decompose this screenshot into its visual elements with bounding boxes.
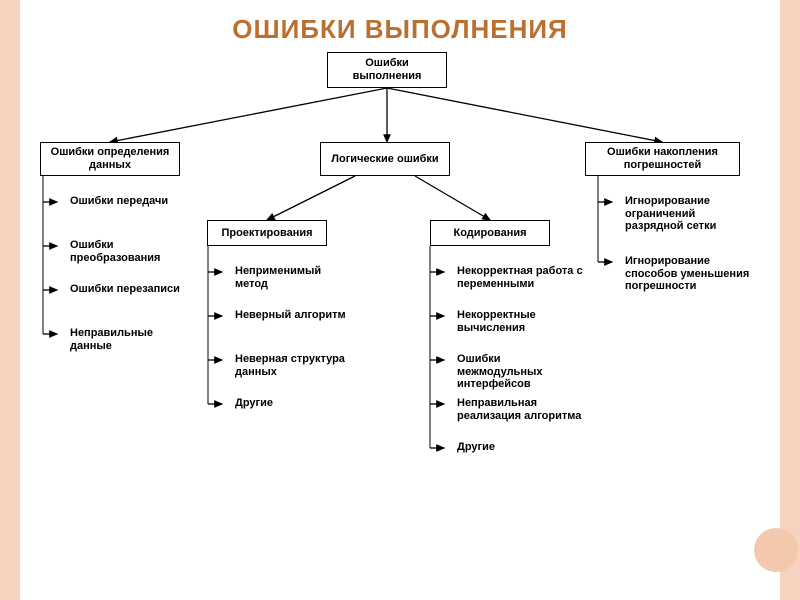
node-level2-1: Логические ошибки	[320, 142, 450, 176]
edge-main-0	[110, 88, 387, 142]
page-title: ОШИБКИ ВЫПОЛНЕНИЯ	[0, 14, 800, 45]
side-bar-left	[0, 0, 20, 600]
node-root-label: Ошибки выполнения	[332, 57, 442, 82]
col-precision-item-1: Игнорирование способов уменьшения погреш…	[625, 255, 755, 293]
col-coding-item-1: Некорректные вычисления	[457, 309, 587, 334]
node-level3-1-label: Кодирования	[453, 227, 526, 240]
node-root: Ошибки выполнения	[327, 52, 447, 88]
col-precision-item-0: Игнорирование ограничений разрядной сетк…	[625, 195, 755, 233]
col-design-item-0: Неприменимый метод	[235, 265, 350, 290]
col-coding-item-4: Другие	[457, 441, 587, 454]
side-bar-right	[780, 0, 800, 600]
corner-disc	[754, 528, 798, 572]
col-coding-item-0: Некорректная работа с переменными	[457, 265, 587, 290]
node-level2-2: Ошибки накопления погрешностей	[585, 142, 740, 176]
col-data-errors-item-2: Ошибки перезаписи	[70, 283, 180, 296]
diagram-container: Ошибки выполнения Ошибки определения дан…	[25, 50, 775, 590]
col-data-errors-item-0: Ошибки передачи	[70, 195, 180, 208]
col-coding-item-2: Ошибки межмодульных интерфейсов	[457, 353, 587, 391]
node-level3-1: Кодирования	[430, 220, 550, 246]
connector-layer	[25, 50, 775, 590]
edge-main-3	[267, 176, 355, 220]
node-level2-0: Ошибки определения данных	[40, 142, 180, 176]
col-design-item-1: Неверный алгоритм	[235, 309, 350, 322]
col-data-errors-item-1: Ошибки преобразования	[70, 239, 180, 264]
col-coding-item-3: Неправильная реализация алгоритма	[457, 397, 587, 422]
node-level2-2-label: Ошибки накопления погрешностей	[590, 146, 735, 171]
edge-main-2	[387, 88, 662, 142]
col-design-item-3: Другие	[235, 397, 350, 410]
node-level2-1-label: Логические ошибки	[331, 153, 438, 166]
node-level3-0-label: Проектирования	[221, 227, 312, 240]
node-level3-0: Проектирования	[207, 220, 327, 246]
col-design-item-2: Неверная структура данных	[235, 353, 350, 378]
col-data-errors-item-3: Неправильные данные	[70, 327, 180, 352]
node-level2-0-label: Ошибки определения данных	[45, 146, 175, 171]
edge-main-4	[415, 176, 490, 220]
